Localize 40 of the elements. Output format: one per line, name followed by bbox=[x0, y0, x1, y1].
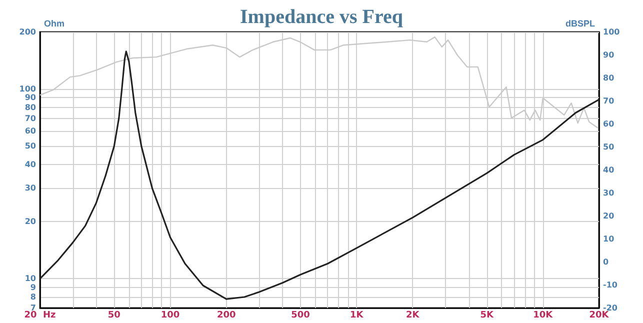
y-tick-label: 7 bbox=[30, 304, 36, 312]
y-axis-title: Ohm bbox=[44, 18, 65, 28]
x-tick-label: 500 bbox=[291, 310, 310, 320]
y2-tick-label: 100 bbox=[603, 28, 620, 36]
chart-title: Impedance vs Freq bbox=[240, 6, 403, 28]
y-tick-label: 200 bbox=[19, 28, 36, 36]
y-tick-label: 100 bbox=[19, 84, 36, 94]
y2-tick-label: 50 bbox=[603, 142, 615, 152]
y-tick-label: 9 bbox=[30, 282, 36, 292]
y-tick-label: 80 bbox=[24, 102, 36, 112]
x-tick-label: 1K bbox=[350, 310, 364, 320]
y2-tick-label: 70 bbox=[603, 96, 615, 106]
y-tick-label: 10 bbox=[24, 274, 36, 284]
y2-tick-label: 80 bbox=[603, 74, 615, 82]
x-tick-label: 20 Hz bbox=[24, 310, 56, 320]
x-tick-label: 200 bbox=[216, 310, 236, 320]
x-tick-label: 2K bbox=[406, 310, 420, 320]
y-tick-label: 40 bbox=[24, 160, 36, 170]
y-tick-label: 60 bbox=[24, 126, 36, 136]
y-tick-label: 70 bbox=[24, 114, 36, 123]
y2-tick-label: 90 bbox=[603, 50, 615, 60]
y2-tick-label: 0 bbox=[603, 258, 609, 266]
y-tick-label: 30 bbox=[24, 184, 36, 193]
x-tick-label: 100 bbox=[160, 310, 180, 320]
y2-tick-label: 60 bbox=[603, 120, 615, 128]
x-tick-label: 50 bbox=[108, 310, 120, 320]
y-tick-label: 8 bbox=[30, 292, 36, 302]
y2-tick-label: 30 bbox=[603, 188, 615, 198]
y2-tick-label: 40 bbox=[603, 166, 615, 174]
y-tick-label: 20 bbox=[24, 217, 36, 226]
y2-axis-title: dBSPL bbox=[565, 18, 596, 28]
y2-tick-label: -10 bbox=[603, 280, 618, 290]
y2-tick-label: 10 bbox=[603, 234, 615, 244]
y-tick-label: 90 bbox=[24, 93, 36, 102]
x-tick-label: 10K bbox=[533, 310, 554, 320]
y2-tick-label: -20 bbox=[603, 304, 618, 312]
y2-tick-label: 20 bbox=[603, 212, 615, 220]
y-tick-label: 50 bbox=[24, 142, 36, 151]
x-tick-label: 20K bbox=[589, 310, 610, 320]
x-tick-label: 5K bbox=[480, 310, 494, 320]
